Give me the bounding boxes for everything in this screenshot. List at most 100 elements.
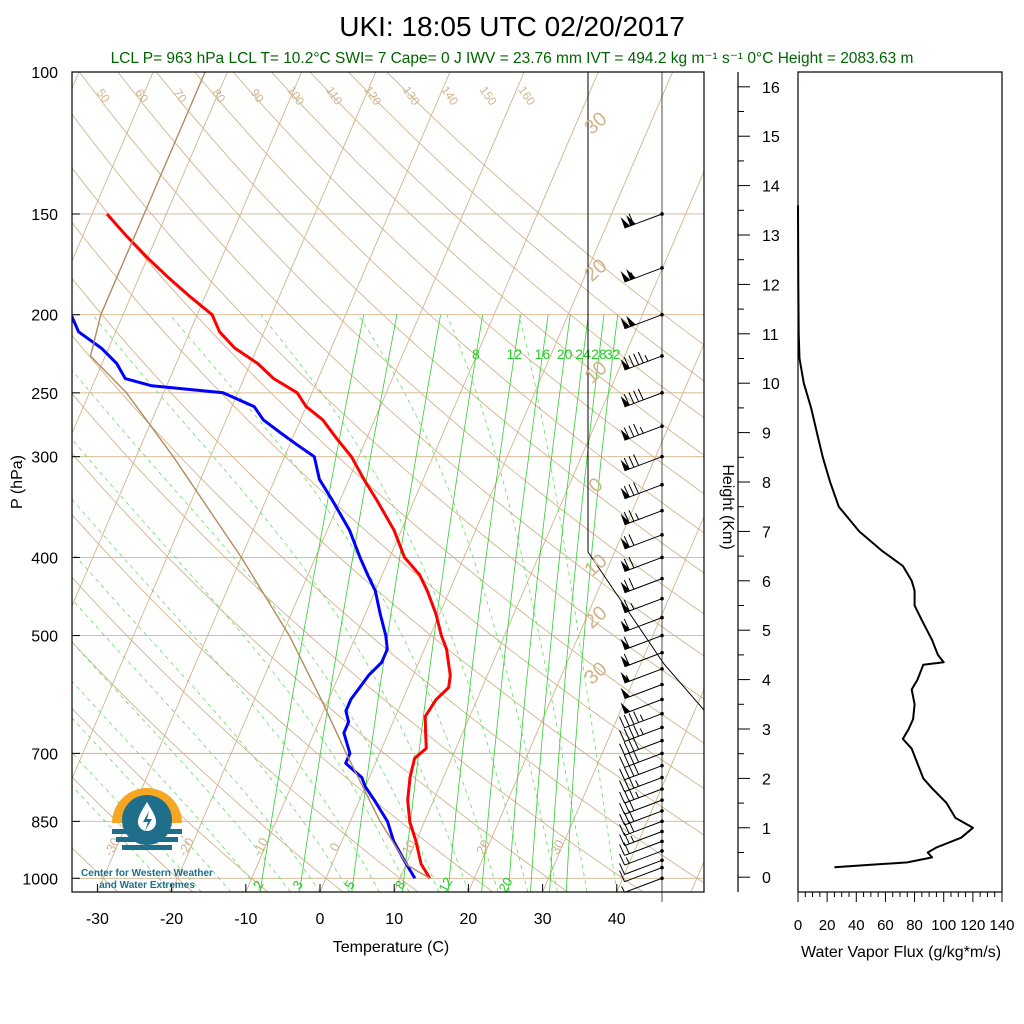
height-tick-label: 1 [762, 821, 771, 838]
dry-adiabat [72, 776, 194, 892]
adiabat-label: 150 [477, 83, 500, 108]
wind-barb [619, 750, 664, 768]
moist-adiabat [357, 314, 558, 892]
barb-flag [619, 803, 626, 815]
height-tick-label: 15 [762, 129, 780, 146]
isotherm-label: -20 [175, 835, 197, 859]
mixing-ratio-line [507, 314, 571, 892]
background-lines [72, 72, 704, 892]
dry-adiabat [348, 72, 704, 382]
isotherm-line [72, 72, 154, 262]
mixing-ratio-line [351, 314, 441, 892]
mixing-ratio-line [259, 314, 365, 892]
moist-adiabat [72, 551, 351, 892]
barb-half-flag [630, 603, 635, 610]
flux-x-tick-label: 60 [877, 917, 894, 934]
dry-adiabat [72, 513, 494, 892]
barb-flag [633, 482, 640, 494]
moist-adiabat [92, 314, 469, 892]
y-tick-label: 200 [31, 308, 58, 325]
adiabat-label: 110 [323, 84, 346, 108]
barb-flag [623, 790, 630, 802]
isotherm-line [171, 72, 525, 892]
barb-flag [623, 766, 630, 779]
dry-adiabat [72, 576, 419, 892]
wind-barb [620, 682, 664, 700]
barb-half-flag [635, 791, 640, 799]
moist-adiabat [72, 641, 291, 892]
barb-shaft [624, 867, 663, 883]
barb-flag [633, 763, 640, 775]
height-tick-label: 6 [762, 574, 771, 591]
barb-flag [623, 485, 630, 498]
adiabat-label: 120 [361, 83, 384, 108]
barb-speed-label: 30 [580, 658, 611, 689]
barb-shaft [624, 765, 663, 781]
barb-pennant [620, 672, 631, 684]
barb-flag [633, 725, 640, 737]
height-tick-label: 2 [762, 771, 771, 788]
barb-pennant [620, 359, 631, 371]
barb-flag [623, 427, 630, 439]
flux-x-tick-label: 20 [819, 917, 836, 934]
isotherm-line [245, 72, 599, 892]
dry-adiabat [271, 72, 704, 456]
barb-half-flag [639, 714, 644, 721]
flux-panel: 0 20 40 60 80 100 120 1400123456789101112131415… [737, 72, 1015, 934]
isotherm-label: 30 [547, 837, 567, 857]
adiabat-label: 70 [171, 86, 190, 105]
mixing-ratio-label-top: 16 [535, 346, 551, 362]
barb-flag [623, 754, 630, 766]
barb-flag [628, 484, 635, 496]
isotherm-line [72, 72, 377, 780]
adiabat-label: 50 [94, 86, 113, 105]
barb-flag [623, 511, 630, 524]
logo-text-line-1: Center for Western Weather [81, 868, 213, 879]
barb-flag [623, 741, 630, 754]
barb-shaft [624, 726, 663, 742]
wind-barb [619, 775, 664, 793]
skewt-axes: -30 -20 -10 0 10 20 30 401001502002503004005007… [22, 65, 625, 928]
barb-pennant [620, 395, 631, 407]
barb-shaft [624, 578, 663, 594]
profiles [72, 72, 452, 880]
barb-flag [628, 213, 635, 225]
logo-text-line-2: and Water Extremes [99, 880, 195, 891]
adiabat-label: 60 [132, 86, 151, 105]
isotherm-line [72, 72, 303, 608]
flux-x-tick-label: 80 [906, 917, 923, 934]
barb-pennant [620, 601, 631, 613]
flux-x-tick-label: 40 [848, 917, 865, 934]
barb-flag [623, 393, 630, 406]
flux-x-tick-label: 100 [931, 917, 956, 934]
barb-shaft [624, 788, 663, 804]
isotherm-label: 10 [399, 837, 419, 857]
height-tick-label: 4 [762, 673, 771, 690]
barb-flag [628, 578, 635, 590]
isotherm-label: 0 [326, 840, 343, 853]
barb-shaft [624, 740, 663, 756]
x-tick-label: -20 [160, 911, 183, 928]
barb-flag [619, 768, 626, 780]
height-tick-label: 16 [762, 80, 780, 97]
dry-adiabat [72, 167, 704, 744]
isotherm-line [542, 515, 704, 892]
y-tick-label: 100 [31, 65, 58, 82]
moist-adiabat [446, 314, 588, 892]
profile-parcel [89, 72, 431, 879]
skewt-plot-frame [71, 71, 705, 893]
barb-shaft [624, 598, 663, 614]
wind-barb [619, 865, 664, 883]
barb-flag [623, 618, 630, 631]
barb-shaft [624, 213, 663, 229]
mixing-ratio-label-bottom: 12 [435, 875, 455, 895]
barb-flag [623, 457, 630, 470]
height-tick-label: 8 [762, 475, 771, 492]
barb-flag [619, 853, 626, 866]
barb-flag [619, 813, 626, 826]
barb-flag [619, 780, 626, 792]
y-tick-label: 500 [31, 629, 58, 646]
wind-barb [620, 576, 664, 594]
barb-pennant [620, 620, 631, 632]
